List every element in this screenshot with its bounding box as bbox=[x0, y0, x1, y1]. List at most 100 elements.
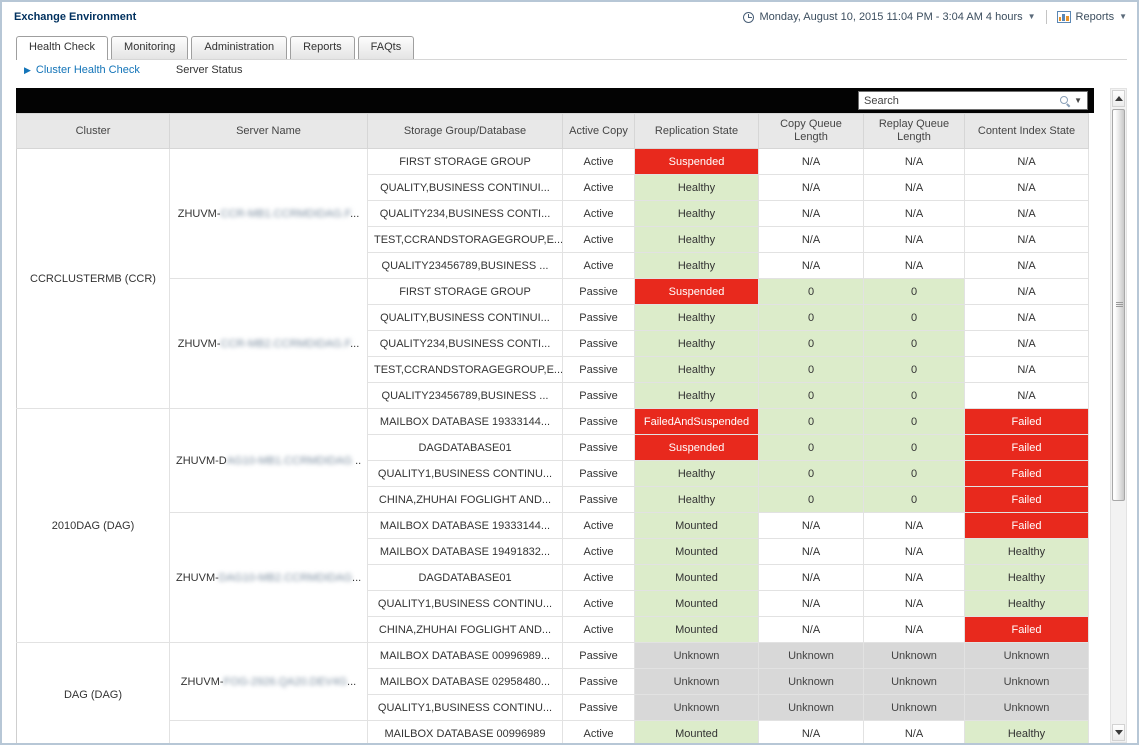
table-row: QUALITY,BUSINESS CONTINUI... Active Health… bbox=[17, 174, 1089, 201]
database-cell: DAGDATABASE01 bbox=[367, 564, 563, 591]
database-cell: QUALITY234,BUSINESS CONTI... bbox=[367, 330, 563, 357]
subnav-cluster-health-check[interactable]: ▶ Cluster Health Check bbox=[24, 64, 140, 76]
search-input[interactable] bbox=[859, 94, 1060, 107]
replication-state-cell: Healthy bbox=[634, 226, 759, 253]
copy-queue-cell: N/A bbox=[758, 200, 864, 227]
content-index-cell: N/A bbox=[964, 174, 1089, 201]
active-copy-cell: Active bbox=[562, 148, 635, 175]
table-row: CHINA,ZHUHAI FOGLIGHT AND... Active Mounte… bbox=[17, 616, 1089, 643]
timerange-clock-icon bbox=[743, 11, 755, 23]
copy-queue-cell: N/A bbox=[758, 174, 864, 201]
replication-state-cell: Mounted bbox=[634, 564, 759, 591]
tab-reports[interactable]: Reports bbox=[290, 36, 355, 59]
column-header-storage-group-database[interactable]: Storage Group/Database bbox=[367, 113, 563, 149]
table-row: DAG (DAG) ZHUVM-FOG-2926.QA20.DEV4G... MAI… bbox=[16, 642, 1089, 743]
column-header-active-copy[interactable]: Active Copy bbox=[562, 113, 635, 149]
database-cell: MAILBOX DATABASE 02958480... bbox=[367, 668, 563, 695]
reports-caret-icon[interactable]: ▼ bbox=[1119, 12, 1127, 21]
content-index-cell: Failed bbox=[964, 460, 1089, 487]
content-index-cell: N/A bbox=[964, 252, 1089, 279]
database-cell: MAILBOX DATABASE 19333144... bbox=[367, 512, 563, 539]
replication-state-cell: Suspended bbox=[634, 434, 759, 461]
copy-queue-cell: 0 bbox=[758, 382, 864, 409]
scrollbar-thumb[interactable] bbox=[1112, 109, 1125, 501]
copy-queue-cell: 0 bbox=[758, 330, 864, 357]
active-copy-cell: Active bbox=[562, 720, 635, 743]
content-index-cell: Unknown bbox=[964, 668, 1089, 695]
topbar-divider bbox=[1045, 10, 1047, 24]
table-row: DAGDATABASE01 Active Mounted N/A N/A Healthy bbox=[17, 564, 1089, 591]
replication-state-cell: Mounted bbox=[634, 616, 759, 643]
tab-monitoring[interactable]: Monitoring bbox=[111, 36, 189, 59]
tab-administration[interactable]: Administration bbox=[191, 36, 288, 59]
database-cell: FIRST STORAGE GROUP bbox=[367, 148, 563, 175]
column-header-content-index-state[interactable]: Content Index State bbox=[964, 113, 1089, 149]
active-copy-cell: Passive bbox=[562, 356, 635, 383]
content-index-cell: Unknown bbox=[964, 642, 1089, 669]
database-cell: MAILBOX DATABASE 19491832... bbox=[367, 538, 563, 565]
active-copy-cell: Passive bbox=[562, 694, 635, 721]
page-title: Exchange Environment bbox=[14, 11, 137, 23]
tab-health-check[interactable]: Health Check bbox=[16, 36, 109, 60]
search-options-caret-icon[interactable]: ▼ bbox=[1074, 96, 1082, 105]
vertical-scrollbar[interactable] bbox=[1110, 88, 1127, 743]
timerange-caret-icon[interactable]: ▼ bbox=[1027, 12, 1036, 21]
column-header-replay-queue-length[interactable]: Replay Queue Length bbox=[863, 113, 965, 149]
content-index-cell: N/A bbox=[964, 226, 1089, 253]
database-cell: FIRST STORAGE GROUP bbox=[367, 278, 563, 305]
database-cell: QUALITY1,BUSINESS CONTINU... bbox=[367, 460, 563, 487]
active-copy-cell: Active bbox=[562, 252, 635, 279]
cluster-cell: 2010DAG (DAG) bbox=[16, 408, 170, 643]
replay-queue-cell: 0 bbox=[863, 356, 965, 383]
replication-state-cell: Healthy bbox=[634, 304, 759, 331]
active-copy-cell: Passive bbox=[562, 434, 635, 461]
column-header-cluster[interactable]: Cluster bbox=[16, 113, 170, 149]
table-row: TEST,CCRANDSTORAGEGROUP,E... Active Health… bbox=[17, 226, 1089, 253]
table-row: QUALITY1,BUSINESS CONTINU... Active Mounte… bbox=[17, 590, 1089, 617]
content-index-cell: Unknown bbox=[964, 694, 1089, 721]
subnav-active-label: Cluster Health Check bbox=[35, 64, 140, 76]
copy-queue-cell: 0 bbox=[758, 486, 864, 513]
copy-queue-cell: N/A bbox=[758, 226, 864, 253]
table-row: CHINA,ZHUHAI FOGLIGHT AND... Passive Healt… bbox=[17, 486, 1089, 513]
table-row: QUALITY234,BUSINESS CONTI... Active Health… bbox=[17, 200, 1089, 227]
tab-faqts[interactable]: FAQts bbox=[357, 36, 415, 59]
table-row: QUALITY23456789,BUSINESS ... Passive Healt… bbox=[17, 382, 1089, 409]
server-name-redacted: FOG-2926.QA20.DEV4G bbox=[223, 675, 348, 688]
replay-queue-cell: 0 bbox=[863, 434, 965, 461]
database-cell: CHINA,ZHUHAI FOGLIGHT AND... bbox=[367, 616, 563, 643]
copy-queue-cell: Unknown bbox=[758, 694, 864, 721]
column-header-replication-state[interactable]: Replication State bbox=[634, 113, 759, 149]
active-copy-cell: Passive bbox=[562, 486, 635, 513]
table-row: QUALITY23456789,BUSINESS ... Active Health… bbox=[17, 252, 1089, 279]
replication-state-cell: Mounted bbox=[634, 512, 759, 539]
active-copy-cell: Active bbox=[562, 174, 635, 201]
scroll-down-button[interactable] bbox=[1112, 724, 1125, 741]
cluster-health-table: Cluster Server Name Storage Group/Database… bbox=[16, 113, 1089, 743]
column-header-copy-queue-length[interactable]: Copy Queue Length bbox=[758, 113, 864, 149]
reports-menu[interactable]: Reports bbox=[1075, 11, 1115, 23]
replication-state-cell: Healthy bbox=[634, 252, 759, 279]
active-copy-cell: Passive bbox=[562, 668, 635, 695]
table-row: CCRCLUSTERMB (CCR) ZHUVM-CCR-MB1.CCRMDIDA… bbox=[16, 148, 1089, 409]
replication-state-cell: Suspended bbox=[634, 278, 759, 305]
timerange-label[interactable]: Monday, August 10, 2015 11:04 PM - 3:04 … bbox=[759, 11, 1023, 23]
server-name-cell: ZHUVM-DAG10-MB1.CCRMDIDAG .. bbox=[169, 408, 368, 513]
copy-queue-cell: N/A bbox=[758, 564, 864, 591]
scroll-up-button[interactable] bbox=[1112, 90, 1125, 107]
copy-queue-cell: 0 bbox=[758, 434, 864, 461]
database-cell: DAGDATABASE01 bbox=[367, 434, 563, 461]
content-index-cell: N/A bbox=[964, 356, 1089, 383]
table-row: QUALITY234,BUSINESS CONTI... Passive Healt… bbox=[17, 330, 1089, 357]
content-index-cell: N/A bbox=[964, 200, 1089, 227]
search-icon[interactable] bbox=[1059, 95, 1071, 107]
subnav-server-status[interactable]: Server Status bbox=[175, 64, 243, 76]
content-index-cell: Healthy bbox=[964, 564, 1089, 591]
column-header-server-name[interactable]: Server Name bbox=[169, 113, 368, 149]
table-row: TEST,CCRANDSTORAGEGROUP,E... Passive Healt… bbox=[17, 356, 1089, 383]
sub-navigation: ▶ Cluster Health Check Server Status bbox=[24, 64, 243, 76]
copy-queue-cell: 0 bbox=[758, 408, 864, 435]
replay-queue-cell: N/A bbox=[863, 512, 965, 539]
copy-queue-cell: 0 bbox=[758, 356, 864, 383]
